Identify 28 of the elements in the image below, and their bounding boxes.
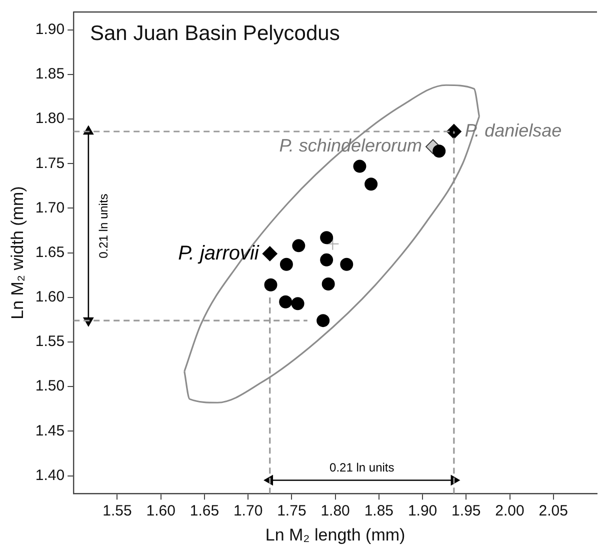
y-tick-label: 1.85 xyxy=(35,66,65,83)
y-tick-label: 1.50 xyxy=(35,378,65,395)
y-tick-label: 1.70 xyxy=(35,199,65,216)
series-label: P. jarrovii xyxy=(178,242,260,264)
y-tick-label: 1.75 xyxy=(35,154,65,172)
text: San Juan Basin Pelycodus xyxy=(90,22,340,46)
x-tick-label: 1.55 xyxy=(102,502,132,520)
x-tick-label: 1.65 xyxy=(190,502,220,520)
annotation: 0.21 ln units xyxy=(330,460,394,475)
x-tick-label: 1.60 xyxy=(146,502,176,520)
x-tick-label: 1.90 xyxy=(408,502,438,520)
y-tick-label: 1.40 xyxy=(35,466,65,484)
annotation: 0.21 ln units xyxy=(96,194,111,258)
y-tick-label: 1.90 xyxy=(35,20,65,38)
y-tick-label: 1.60 xyxy=(35,288,65,306)
x-tick-label: 1.80 xyxy=(320,502,350,520)
y-tick-label: 1.45 xyxy=(35,422,65,440)
x-tick-label: 1.95 xyxy=(452,502,481,520)
x-tick-label: 2.05 xyxy=(538,502,568,520)
y-axis-title: Ln M₂ width (mm) xyxy=(8,186,27,320)
x-tick-label: 2.00 xyxy=(495,502,524,520)
y-tick-label: 1.55 xyxy=(35,333,65,350)
x-tick-label: 1.75 xyxy=(277,502,306,520)
x-tick-label: 1.85 xyxy=(364,502,394,520)
y-tick-label: 1.80 xyxy=(35,110,65,128)
x-axis-title: Ln M₂ length (mm) xyxy=(265,525,406,544)
x-tick-label: 1.70 xyxy=(233,502,263,520)
y-tick-label: 1.65 xyxy=(35,244,65,261)
